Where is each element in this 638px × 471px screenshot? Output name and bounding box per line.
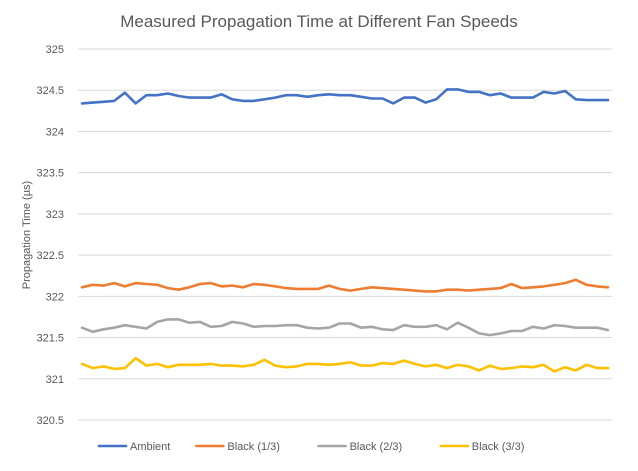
gridlines [78, 48, 612, 421]
y-axis-title: Propagation Time (µs) [21, 181, 33, 289]
legend-label-3: Black (3/3) [472, 441, 525, 453]
series-line-2 [80, 318, 610, 337]
y-tick-label: 323 [46, 209, 64, 221]
y-tick-label: 322 [46, 291, 64, 303]
chart-title: Measured Propagation Time at Different F… [120, 12, 518, 31]
y-tick-label: 324.5 [36, 85, 64, 97]
y-tick-label: 324 [46, 126, 64, 138]
y-tick-label: 325 [46, 44, 64, 56]
legend-label-0: Ambient [130, 441, 170, 453]
legend: Ambient Black (1/3) Black (2/3) Black (3/3) [97, 441, 525, 453]
y-tick-label: 321 [46, 374, 64, 386]
y-tick-label: 321.5 [36, 333, 64, 345]
y-axis-ticks: 320.5 321 321.5 322 322.5 323 323.5 324 324.5 325 [36, 44, 64, 427]
y-tick-label: 320.5 [36, 415, 64, 427]
y-tick-label: 323.5 [36, 168, 64, 180]
legend-label-2: Black (2/3) [350, 441, 403, 453]
series-line-1 [80, 278, 610, 293]
legend-label-1: Black (1/3) [227, 441, 280, 453]
series-line-0 [80, 88, 610, 105]
y-tick-label: 322.5 [36, 250, 64, 262]
series-line-3 [80, 356, 610, 373]
series-lines [80, 88, 610, 373]
